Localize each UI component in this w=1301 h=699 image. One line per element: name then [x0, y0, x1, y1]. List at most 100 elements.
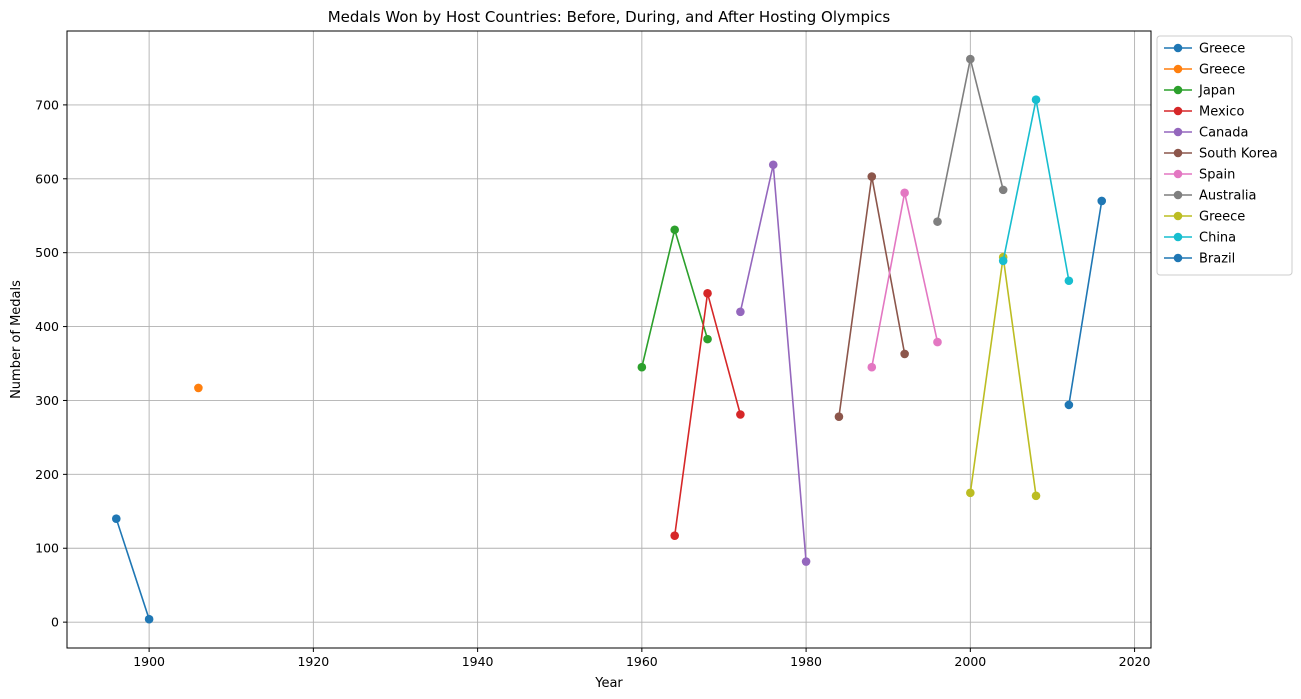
- series-line: [673, 293, 742, 536]
- data-point: [1031, 95, 1041, 105]
- data-point: [736, 410, 745, 419]
- axis-ticks: 1900 1920 1940 1960 1980 2000 2020 0 100 200 300 40…: [35, 97, 1150, 669]
- legend-label: Greece: [1199, 63, 1245, 78]
- series-line: [871, 192, 939, 368]
- series-line: [1002, 99, 1070, 281]
- data-point: [900, 188, 909, 198]
- data-point: [194, 383, 203, 393]
- series-greece: [966, 252, 1041, 501]
- series-line: [641, 226, 709, 368]
- series-layer: [111, 54, 1107, 624]
- series-mexico: [670, 289, 745, 540]
- data-point: [801, 557, 811, 566]
- series-australia: [933, 54, 1008, 226]
- data-point: [670, 225, 679, 235]
- plot-frame: [66, 30, 1152, 649]
- legend-marker: [1173, 43, 1183, 53]
- x-tick-label: 1920: [297, 654, 329, 669]
- legend-marker: [1173, 190, 1183, 200]
- legend-marker: [1173, 169, 1183, 179]
- grid: [67, 31, 1151, 648]
- series-china: [998, 95, 1074, 286]
- series-brazil: [1064, 196, 1107, 410]
- series-line: [739, 164, 807, 562]
- legend-item: Japan: [1164, 84, 1235, 99]
- legend: Greece Greece Japan Mexico Canada South Korea…: [1156, 35, 1293, 276]
- data-point: [736, 307, 745, 317]
- legend-label: Australia: [1199, 189, 1257, 204]
- y-tick-label: 300: [35, 393, 59, 408]
- data-point: [768, 160, 778, 170]
- x-tick-label: 2020: [1119, 654, 1151, 669]
- data-point: [144, 614, 154, 624]
- x-tick-label: 2000: [954, 654, 986, 669]
- legend-item: Greece: [1164, 210, 1245, 225]
- legend-label: Brazil: [1199, 252, 1235, 267]
- legend-item: Spain: [1164, 168, 1235, 183]
- data-point: [933, 217, 942, 226]
- legend-item: Greece: [1164, 42, 1245, 57]
- series-canada: [736, 160, 811, 566]
- legend-item: Greece: [1164, 63, 1245, 78]
- data-point: [1064, 400, 1074, 410]
- data-point: [867, 362, 877, 372]
- legend-label: Greece: [1199, 42, 1245, 57]
- y-tick-label: 0: [51, 615, 59, 630]
- x-tick-label: 1960: [626, 654, 658, 669]
- y-tick-label: 400: [35, 319, 59, 334]
- y-axis-title: Number of Medals: [9, 280, 24, 399]
- legend-label: Mexico: [1199, 105, 1244, 120]
- series-spain: [867, 188, 942, 372]
- data-point: [1064, 276, 1074, 286]
- legend-marker: [1173, 127, 1183, 137]
- data-point: [966, 54, 975, 64]
- y-tick-label: 200: [35, 467, 59, 482]
- data-point: [867, 172, 877, 181]
- series-greece: [111, 514, 154, 624]
- y-tick-label: 700: [35, 97, 59, 112]
- legend-marker: [1173, 106, 1183, 116]
- data-point: [703, 289, 712, 298]
- x-tick-label: 1900: [133, 654, 165, 669]
- legend-item: Brazil: [1164, 252, 1235, 267]
- y-tick-label: 500: [35, 245, 59, 260]
- series-south-korea: [834, 172, 909, 422]
- legend-label: Japan: [1198, 84, 1235, 99]
- chart-title: Medals Won by Host Countries: Before, Du…: [328, 8, 891, 26]
- data-point: [834, 412, 844, 422]
- legend-marker: [1173, 253, 1183, 263]
- series-line: [838, 176, 906, 417]
- series-line: [969, 256, 1037, 496]
- data-point: [1031, 491, 1041, 501]
- legend-item: Australia: [1164, 189, 1257, 204]
- legend-marker: [1173, 232, 1183, 242]
- series-japan: [637, 225, 712, 372]
- legend-label: China: [1199, 231, 1236, 246]
- legend-label: Canada: [1199, 126, 1248, 141]
- x-axis-title: Year: [594, 676, 623, 691]
- data-point: [1097, 196, 1107, 206]
- data-point: [998, 185, 1008, 195]
- series-line: [115, 518, 150, 620]
- data-point: [703, 334, 712, 344]
- data-point: [966, 488, 975, 498]
- y-tick-label: 600: [35, 171, 59, 186]
- x-tick-label: 1980: [790, 654, 822, 669]
- legend-marker: [1173, 85, 1183, 95]
- data-point: [670, 531, 679, 540]
- legend-label: Spain: [1199, 168, 1235, 183]
- legend-item: Canada: [1164, 126, 1248, 141]
- legend-marker: [1173, 211, 1183, 221]
- legend-label: Greece: [1199, 210, 1245, 225]
- series-greece: [194, 383, 203, 393]
- legend-marker: [1173, 148, 1183, 158]
- legend-item: Mexico: [1164, 105, 1244, 120]
- legend-item: South Korea: [1164, 147, 1278, 162]
- data-point: [900, 349, 909, 359]
- x-tick-label: 1940: [462, 654, 494, 669]
- legend-item: China: [1164, 231, 1236, 246]
- data-point: [637, 362, 647, 372]
- legend-label: South Korea: [1199, 147, 1278, 162]
